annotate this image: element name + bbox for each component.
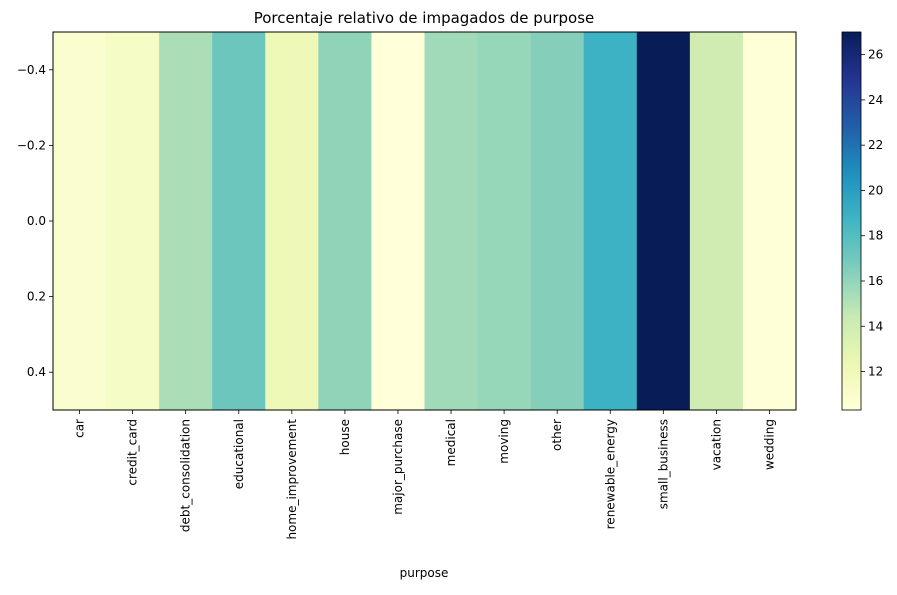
x-tick-label: educational [232, 419, 246, 489]
x-tick-label: vacation [709, 419, 723, 470]
y-tick-label: 0.0 [27, 214, 46, 228]
heatmap-cell-debt_consolidation [159, 32, 213, 410]
x-tick-label: major_purchase [391, 419, 405, 515]
x-tick-label: home_improvement [285, 419, 299, 540]
colorbar-ticks: 12 14 16 18 20 22 24 26 [861, 48, 883, 379]
chart-title: Porcentaje relativo de impagados de purp… [254, 9, 595, 27]
heatmap-cell-major_purchase [371, 32, 425, 410]
heatmap-cell-credit_card [106, 32, 160, 410]
heatmap-cell-wedding [742, 32, 797, 410]
colorbar-tick-label: 12 [868, 365, 883, 379]
x-axis-label: purpose [400, 566, 449, 580]
y-tick-label: 0.4 [27, 365, 46, 379]
x-tick-label: house [338, 419, 352, 455]
heatmap-cells [53, 32, 797, 410]
heatmap-cell-moving [477, 32, 532, 410]
y-axis: −0.4 −0.2 0.0 0.2 0.4 [17, 63, 53, 379]
x-tick-label: other [550, 419, 564, 451]
colorbar [841, 31, 862, 411]
x-tick-label: credit_card [126, 419, 140, 486]
heatmap-cell-car [53, 32, 107, 410]
heatmap-cell-educational [212, 32, 266, 410]
x-tick-label: small_business [656, 419, 670, 509]
heatmap-cell-renewable_energy [583, 32, 638, 410]
heatmap-cell-medical [424, 32, 479, 410]
heatmap-cell-other [530, 32, 585, 410]
colorbar-tick-label: 26 [868, 48, 883, 62]
colorbar-tick-label: 22 [868, 138, 883, 152]
x-tick-label: wedding [762, 419, 776, 470]
heatmap-cell-vacation [689, 32, 744, 410]
y-tick-label: −0.2 [17, 138, 46, 152]
x-tick-label: medical [444, 419, 458, 466]
x-tick-label: moving [497, 419, 511, 464]
colorbar-tick-label: 18 [868, 229, 883, 243]
colorbar-tick-label: 16 [868, 274, 883, 288]
colorbar-tick-label: 20 [868, 183, 883, 197]
heatmap-cell-small_business [636, 32, 691, 410]
y-tick-label: −0.4 [17, 63, 46, 77]
heatmap-cell-house [318, 32, 372, 410]
colorbar-tick-label: 14 [868, 319, 883, 333]
x-axis: car credit_card debt_consolidation educatio… [73, 410, 776, 540]
x-tick-label: renewable_energy [603, 419, 617, 529]
x-tick-label: car [73, 419, 87, 438]
colorbar-tick-label: 24 [868, 93, 883, 107]
heatmap-cell-home_improvement [265, 32, 319, 410]
y-tick-label: 0.2 [27, 290, 46, 304]
x-tick-label: debt_consolidation [179, 419, 193, 532]
